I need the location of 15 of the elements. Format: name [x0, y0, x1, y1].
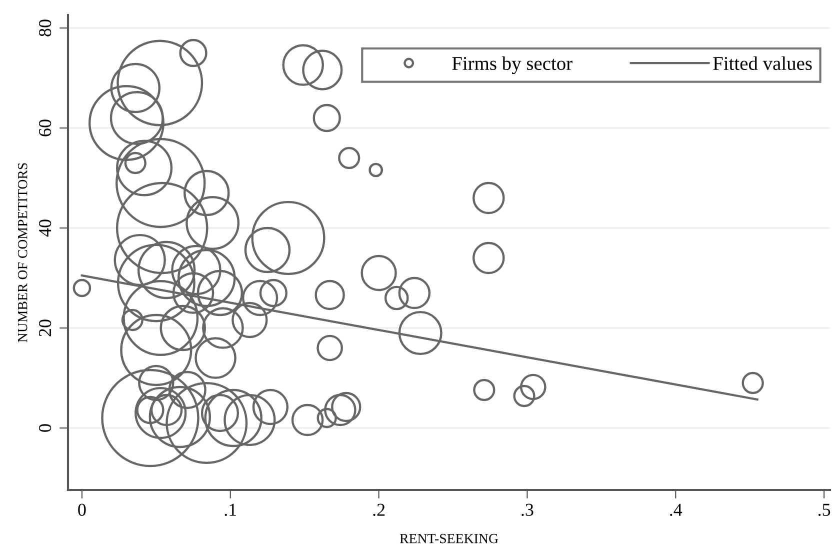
- legend-label: Fitted values: [713, 56, 812, 70]
- y-tick-label: 80: [38, 20, 52, 36]
- y-tick-label: 40: [38, 220, 52, 237]
- y-axis-title: NUMBER OF COMPETITORS: [18, 163, 28, 342]
- x-tick-label: .5: [818, 504, 830, 516]
- x-tick-label: .1: [224, 504, 236, 516]
- x-tick-label: 0: [78, 504, 86, 516]
- y-tick-label: 60: [38, 120, 52, 136]
- y-tick-label: 20: [38, 320, 52, 336]
- x-tick-label: .2: [373, 504, 385, 516]
- y-tick-label: 0: [38, 424, 52, 432]
- x-axis-title: RENT-SEEKING: [400, 534, 498, 544]
- x-tick-label: .4: [670, 504, 682, 516]
- x-tick-label: .3: [522, 504, 534, 516]
- legend-label: Firms by sector: [452, 56, 572, 74]
